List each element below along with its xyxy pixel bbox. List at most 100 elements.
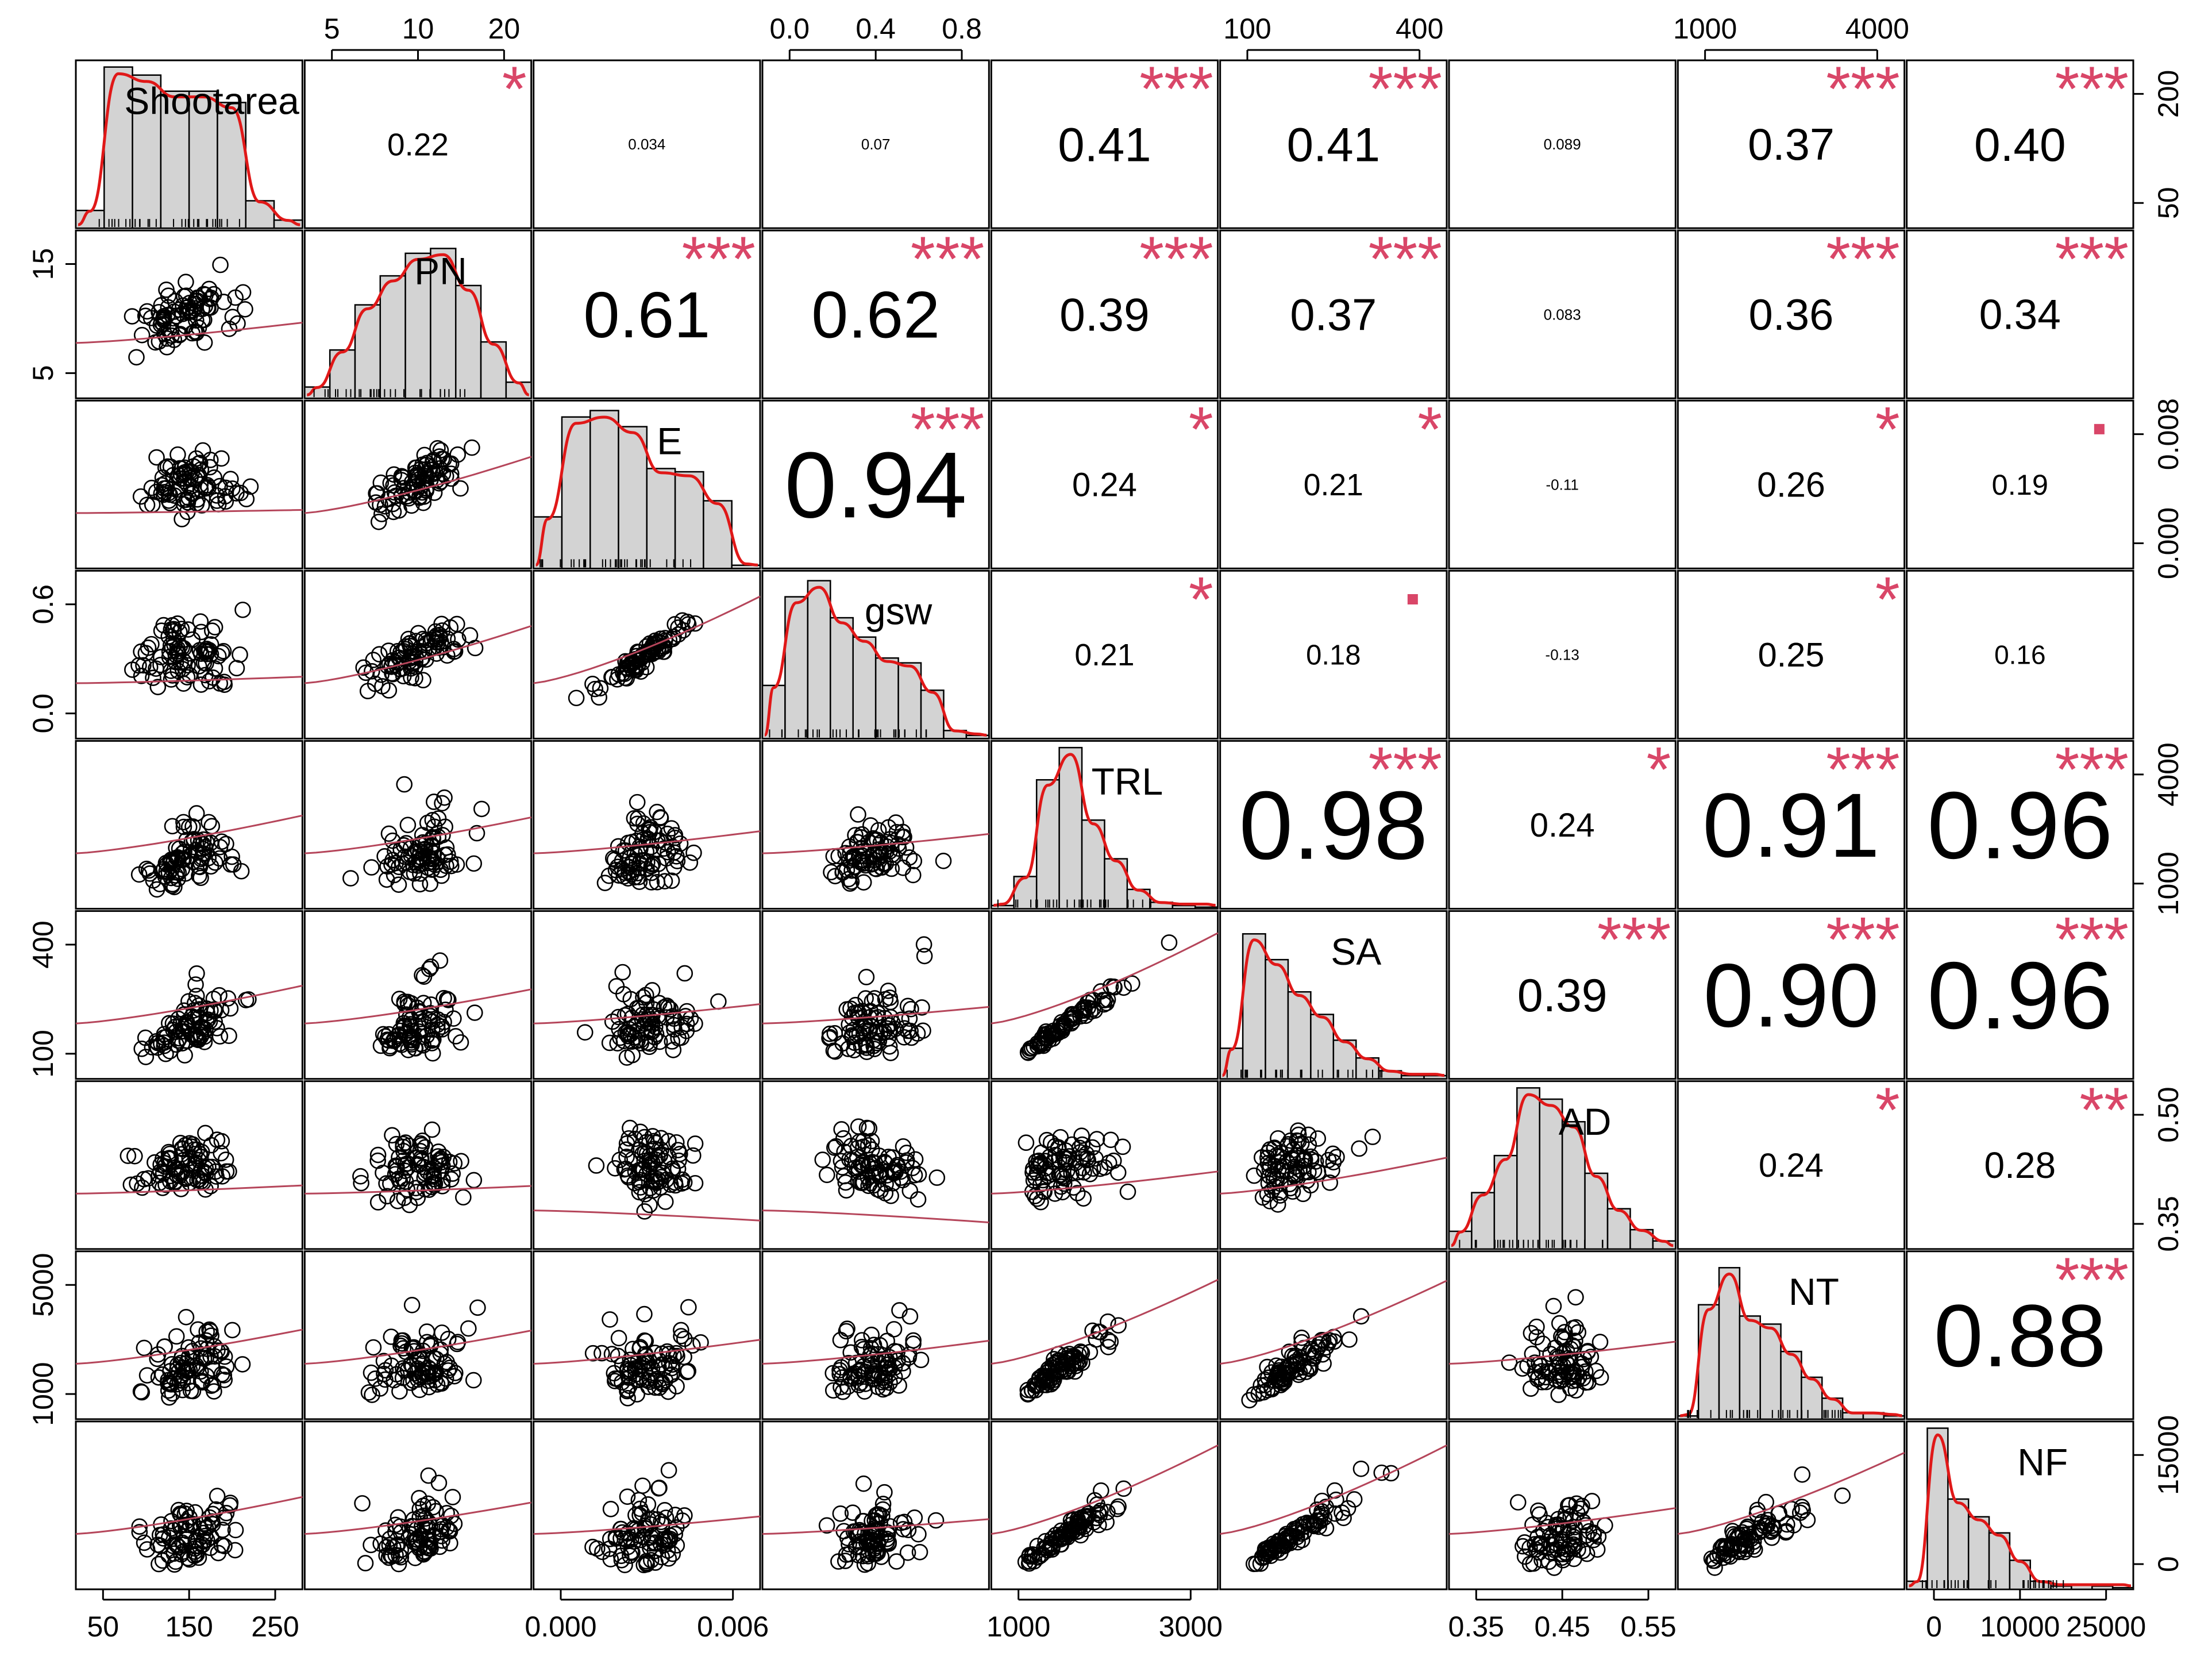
correlation-value: 0.96: [1927, 773, 2113, 879]
scatter-point: [1309, 1130, 1327, 1147]
scatter-point: [165, 303, 183, 320]
scatter-point: [665, 1042, 682, 1058]
histogram-bar-SA-2: [1265, 958, 1289, 1080]
scatter-point: [467, 1004, 483, 1021]
scatter-point: [872, 1182, 889, 1199]
smooth-fit-line: [533, 1515, 761, 1535]
scatter-point: [910, 1166, 927, 1183]
significance-stars: *: [502, 54, 527, 125]
scatter-point: [669, 1142, 687, 1158]
significance-stars: ***: [911, 224, 984, 295]
scatter-point: [192, 613, 209, 630]
panel-r0-c5: [1219, 59, 1448, 229]
scatter-point: [199, 299, 216, 317]
panel-r4-c7: [1677, 739, 1906, 910]
scatter-point: [452, 1034, 469, 1051]
scatter-point: [1297, 1363, 1315, 1380]
histogram-bar-E-3: [618, 426, 648, 569]
axis-tick-label: 20: [488, 13, 521, 45]
smooth-fit-line: [75, 321, 303, 344]
scatter-point: [224, 1322, 241, 1339]
axis-tick-label: 0.8: [942, 13, 982, 45]
scatter-point: [223, 848, 240, 865]
panel-r3-c6: [1448, 569, 1677, 739]
scatter-point: [1059, 1529, 1076, 1546]
smooth-fit-line: [305, 1185, 531, 1195]
scatter-point: [397, 1156, 414, 1173]
axis-tick-label: 1000: [986, 1611, 1050, 1643]
scatter-point: [827, 1138, 845, 1155]
scatter-point: [1321, 1174, 1339, 1191]
scatter-point: [834, 1369, 850, 1386]
scatter-point: [648, 1026, 665, 1043]
scatter-point: [627, 1507, 644, 1524]
scatter-point: [423, 1121, 441, 1138]
scatter-point: [1553, 1328, 1570, 1345]
scatter-point: [568, 690, 585, 707]
scatter-point: [153, 622, 170, 640]
scatter-point: [129, 1175, 145, 1192]
scatter-point: [622, 1547, 638, 1564]
scatter-point: [396, 848, 413, 865]
scatter-point: [673, 1019, 690, 1036]
scatter-point: [1023, 1040, 1041, 1057]
axis-tick-label: 100: [1223, 13, 1271, 45]
scatter-point: [173, 621, 190, 637]
scatter-point: [621, 858, 638, 876]
scatter-point: [391, 991, 408, 1007]
scatter-point: [685, 1147, 702, 1164]
scatter-point: [1115, 979, 1132, 996]
scatter-point: [203, 1137, 219, 1154]
smooth-fit-line: [75, 1496, 303, 1535]
scatter-point: [603, 1346, 621, 1362]
scatter-point: [1281, 1532, 1298, 1549]
scatter-point: [1341, 1331, 1358, 1348]
scatter-point: [1303, 1341, 1320, 1358]
scatter-point: [200, 850, 217, 866]
axis-tick-label: 0.50: [2152, 1087, 2184, 1142]
scatter-point: [200, 479, 217, 496]
scatter-point: [641, 1196, 658, 1214]
significance-stars: *: [1189, 394, 1213, 465]
scatter-point: [380, 825, 398, 842]
scatter-point: [198, 1531, 215, 1549]
smooth-fit-line: [991, 1170, 1218, 1195]
scatter-point: [1521, 1539, 1538, 1557]
scatter-point: [206, 1383, 222, 1400]
scatter-point: [660, 1462, 677, 1479]
axis-tick-label: 5: [324, 13, 340, 45]
scatter-point: [668, 1134, 685, 1151]
correlation-value: 0.36: [1749, 291, 1834, 340]
scatter-point: [619, 1362, 636, 1380]
scatter-point: [676, 965, 693, 982]
scatter-point: [1269, 1196, 1286, 1213]
scatter-point: [446, 1368, 463, 1385]
correlation-value: 0.90: [1704, 946, 1879, 1046]
panel-r5-c6: [1448, 910, 1677, 1080]
density-curve-E: [535, 415, 758, 567]
scatter-point: [212, 256, 229, 274]
scatter-point: [905, 1335, 922, 1353]
scatter-point: [618, 670, 635, 687]
scatter-point: [222, 471, 239, 488]
scatter-point: [217, 488, 234, 505]
scatter-point: [412, 1135, 429, 1152]
panel-r6-c7: [1677, 1080, 1906, 1250]
scatter-point: [1253, 1377, 1270, 1394]
significance-stars: *: [1189, 564, 1213, 635]
scatter-point: [1321, 1332, 1338, 1349]
scatter-point: [891, 1302, 908, 1319]
scatter-point: [637, 987, 654, 1004]
scatter-point: [169, 870, 186, 887]
panel-r7-c4: [990, 1250, 1219, 1420]
panel-r4-c5: [1219, 739, 1448, 910]
scatter-point: [425, 452, 442, 468]
scatter-point: [602, 1311, 618, 1328]
significance-stars: ***: [1826, 54, 1899, 125]
scatter-point: [161, 486, 179, 503]
scatter-point: [1558, 1546, 1575, 1563]
scatter-point: [864, 1368, 881, 1384]
smooth-fit-line: [991, 932, 1219, 1024]
scatter-point: [827, 1043, 844, 1060]
scatter-point: [165, 851, 183, 868]
